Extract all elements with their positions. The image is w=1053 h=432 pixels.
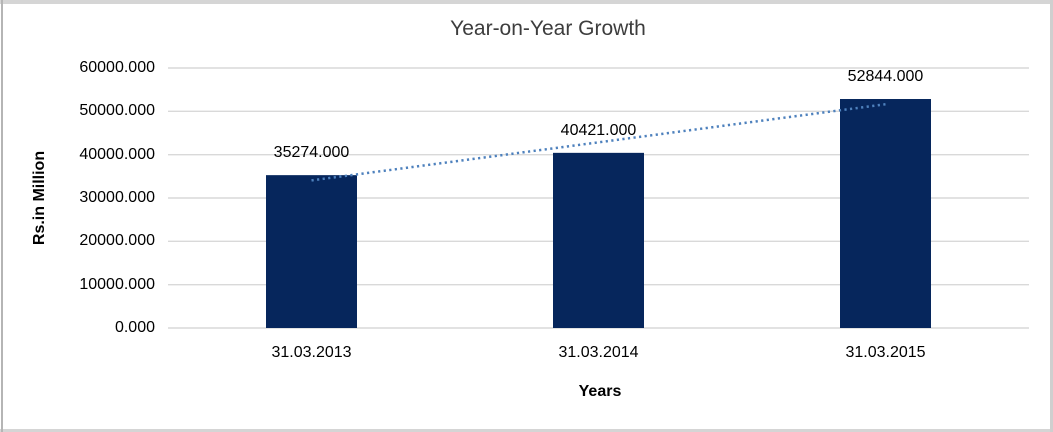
bar-value-label: 35274.000	[273, 144, 350, 162]
chart-border-bottom	[0, 429, 1053, 432]
chart-title: Year-on-Year Growth	[450, 17, 646, 40]
y-tick-label: 20000.000	[79, 232, 155, 250]
y-tick-label: 10000.000	[79, 275, 155, 293]
y-tick-label: 50000.000	[79, 102, 155, 120]
x-category-label: 31.03.2015	[845, 344, 926, 361]
x-category-label: 31.03.2013	[271, 344, 352, 361]
trendline-dotted	[311, 103, 886, 182]
bar	[840, 99, 931, 328]
bar-value-label: 52844.000	[847, 68, 924, 85]
bar-value-label: 40421.000	[560, 121, 637, 139]
chart-border-left	[1, 0, 3, 432]
y-tick-label: 30000.000	[79, 189, 155, 206]
bar	[553, 152, 644, 328]
chart-border-top	[0, 0, 1053, 4]
y-tick-label: 0.000	[114, 319, 155, 336]
y-tick-label: 40000.000	[79, 145, 155, 163]
x-axis-title: Years	[578, 383, 622, 400]
chart-border-right	[1050, 0, 1053, 432]
y-tick-label: 60000.000	[79, 59, 155, 76]
bar	[266, 175, 357, 328]
x-category-label: 31.03.2014	[558, 344, 639, 361]
